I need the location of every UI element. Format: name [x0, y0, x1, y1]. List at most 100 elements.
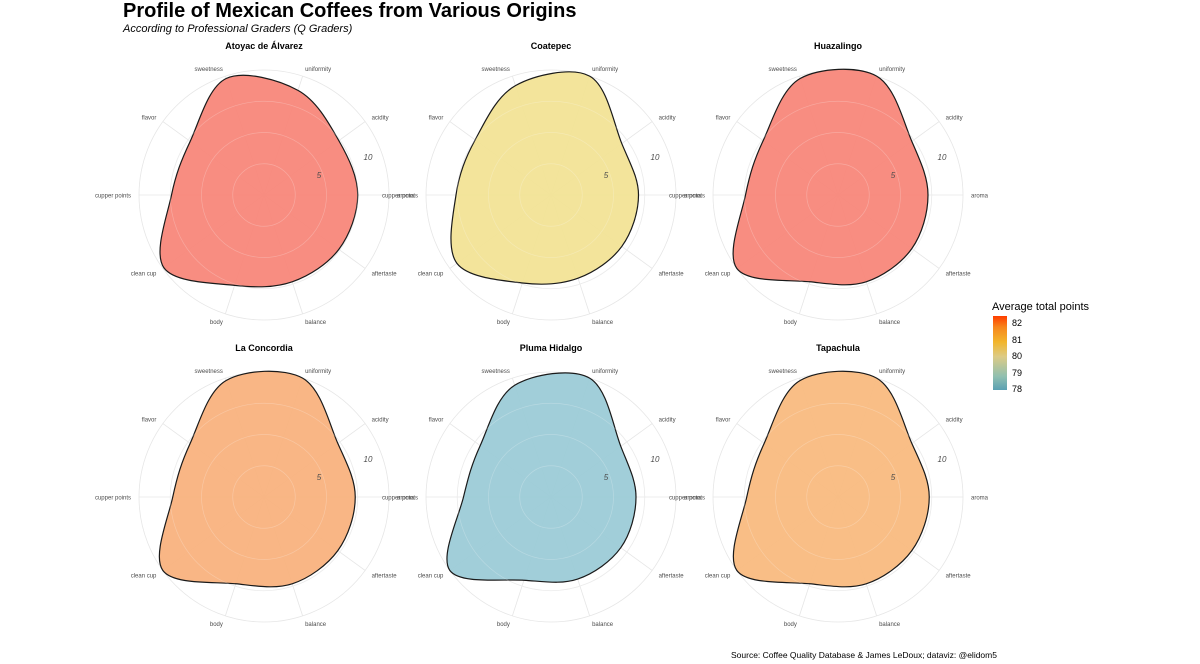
axis-label: body [784, 320, 797, 326]
axis-label: flavor [429, 417, 444, 423]
legend-tick: 78 [1012, 384, 1023, 394]
axis-label: uniformity [592, 369, 618, 375]
axis-label: cupper points [95, 496, 131, 502]
grid-circle-overlay [169, 100, 359, 290]
radial-tick-label: 10 [938, 455, 947, 464]
panel-title: Huazalingo [814, 41, 863, 51]
axis-label: cupper points [95, 194, 131, 200]
axis-label: acidity [946, 417, 963, 423]
axis-label: aroma [971, 496, 989, 502]
axis-label: cupper points [669, 194, 705, 200]
axis-label: flavor [142, 417, 157, 423]
axis-label: sweetness [769, 369, 797, 375]
grid-circle-overlay [169, 402, 359, 592]
radar-area [158, 370, 356, 588]
axis-label: clean cup [131, 574, 157, 580]
grid-circle-overlay [456, 100, 646, 290]
axis-label: flavor [716, 115, 731, 121]
grid-circle-overlay [488, 434, 614, 560]
radar-area [446, 372, 637, 583]
axis-label: body [784, 622, 797, 628]
axis-label: body [210, 622, 223, 628]
radial-tick-label: 5 [317, 473, 322, 482]
grid-circle-overlay [232, 163, 296, 227]
axis-label: aftertaste [659, 272, 685, 278]
radial-tick-label: 5 [891, 171, 896, 180]
axis-label: aftertaste [946, 574, 972, 580]
axis-label: acidity [372, 417, 389, 423]
radial-tick-label: 5 [604, 473, 609, 482]
radar-area [732, 68, 929, 286]
grid-circle-overlay [775, 132, 901, 258]
chart-title: Profile of Mexican Coffees from Various … [123, 0, 577, 22]
chart-subtitle: According to Professional Graders (Q Gra… [123, 23, 353, 35]
axis-label: balance [879, 622, 901, 628]
axis-label: sweetness [482, 369, 510, 375]
panel-title: Tapachula [816, 343, 861, 353]
grid-circle-overlay [519, 465, 583, 529]
grid-circle-overlay [488, 132, 614, 258]
grid-circle-overlay [201, 434, 327, 560]
axis-label: clean cup [418, 574, 444, 580]
grid-circle-overlay [201, 132, 327, 258]
axis-label: aroma [397, 194, 415, 200]
axis-label: acidity [946, 115, 963, 121]
axis-label: balance [879, 320, 901, 326]
axis-label: clean cup [131, 272, 157, 278]
axis-label: sweetness [195, 369, 223, 375]
grid-circle-overlay [806, 163, 870, 227]
grid-circle-overlay [806, 465, 870, 529]
axis-label: uniformity [592, 67, 618, 73]
radar-area [159, 74, 359, 288]
grid-circle-overlay [456, 402, 646, 592]
legend-tick: 82 [1012, 318, 1023, 328]
axis-label: cupper points [382, 194, 418, 200]
axis-label: aftertaste [659, 574, 685, 580]
panel-title: Coatepec [531, 41, 572, 51]
axis-label: balance [592, 320, 614, 326]
grid-circle-overlay [743, 100, 933, 290]
legend-tick: 79 [1012, 368, 1023, 378]
axis-label: flavor [716, 417, 731, 423]
axis-label: acidity [659, 417, 676, 423]
axis-label: balance [592, 622, 614, 628]
panel-title: La Concordia [235, 343, 294, 353]
axis-label: acidity [659, 115, 676, 121]
axis-label: aftertaste [372, 574, 398, 580]
caption: Source: Coffee Quality Database & James … [731, 650, 997, 660]
grid-circle-overlay [232, 465, 296, 529]
axis-label: sweetness [769, 67, 797, 73]
radar-area [732, 370, 930, 588]
panel-title: Atoyac de Álvarez [225, 41, 303, 51]
axis-label: balance [305, 622, 327, 628]
legend-tick: 80 [1012, 351, 1023, 361]
axis-label: uniformity [305, 67, 331, 73]
legend-title: Average total points [992, 301, 1090, 313]
radial-tick-label: 5 [604, 171, 609, 180]
axis-label: sweetness [195, 67, 223, 73]
axis-label: uniformity [305, 369, 331, 375]
axis-label: aroma [684, 496, 702, 502]
legend-tick: 81 [1012, 335, 1023, 345]
axis-label: sweetness [482, 67, 510, 73]
radial-tick-label: 10 [364, 455, 373, 464]
axis-label: acidity [372, 115, 389, 121]
panel-title: Pluma Hidalgo [520, 343, 583, 353]
axis-label: aftertaste [946, 272, 972, 278]
axis-label: body [210, 320, 223, 326]
radial-tick-label: 10 [651, 153, 660, 162]
axis-label: uniformity [879, 369, 905, 375]
radial-tick-label: 10 [364, 153, 373, 162]
axis-label: flavor [142, 115, 157, 121]
axis-label: cupper points [669, 496, 705, 502]
radial-tick-label: 10 [651, 455, 660, 464]
grid-circle-overlay [775, 434, 901, 560]
axis-label: aroma [397, 496, 415, 502]
axis-label: aftertaste [372, 272, 398, 278]
grid-circle-overlay [519, 163, 583, 227]
axis-label: body [497, 622, 510, 628]
axis-label: clean cup [705, 272, 731, 278]
axis-label: clean cup [418, 272, 444, 278]
grid-circle-overlay [743, 402, 933, 592]
